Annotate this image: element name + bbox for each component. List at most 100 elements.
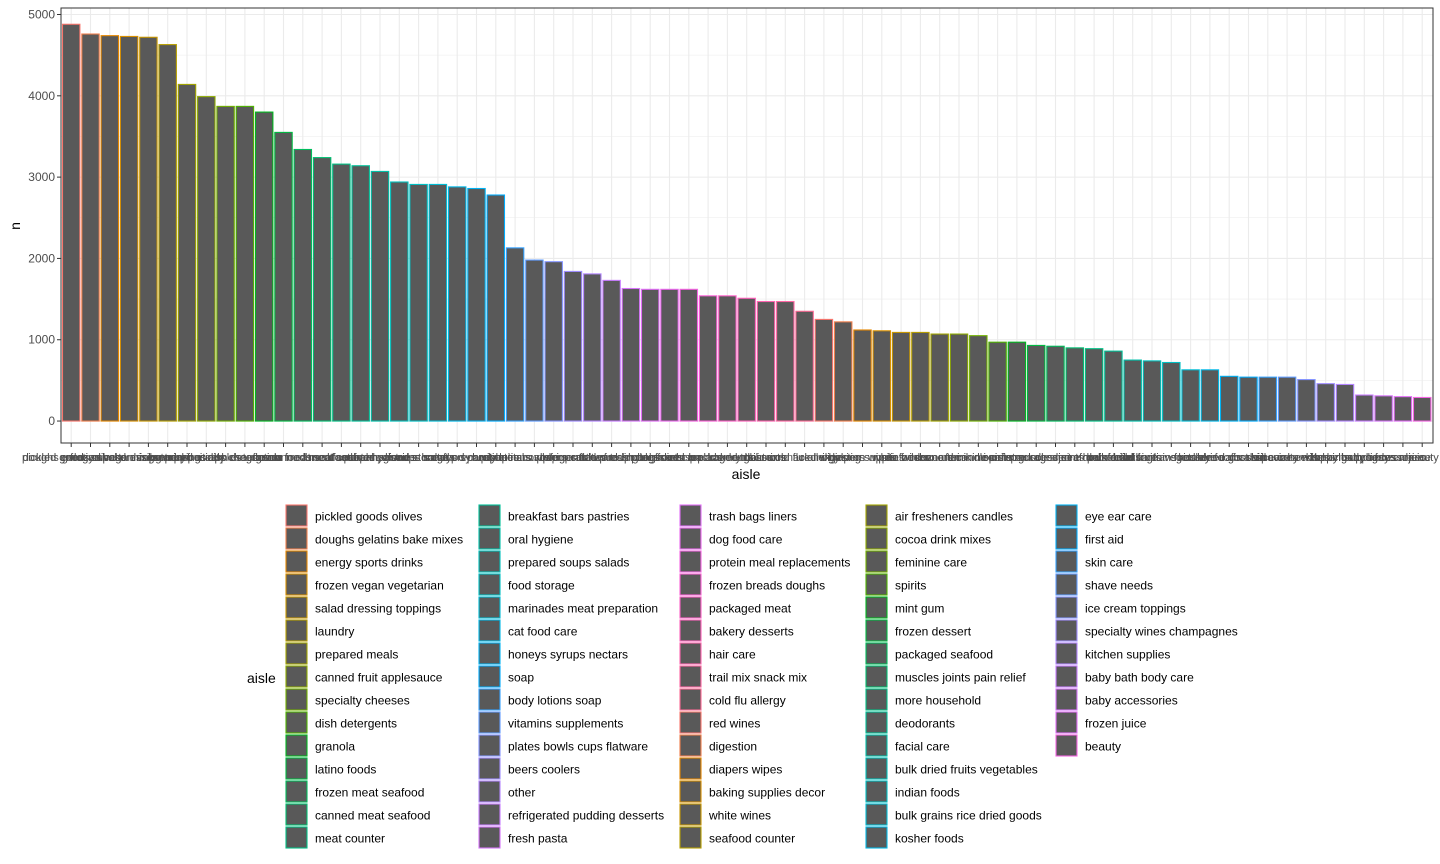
x-tick-label: specialty wines champagnes <box>1256 452 1397 464</box>
bar <box>467 187 486 422</box>
bar <box>312 157 332 422</box>
bar <box>486 194 506 422</box>
legend-label: doughs gelatins bake mixes <box>315 533 463 547</box>
bar <box>216 105 235 422</box>
legend-label: oral hygiene <box>508 533 574 547</box>
bar <box>1200 369 1220 422</box>
x-tick-label: packaged meat <box>690 452 765 464</box>
legend-label: frozen breads doughs <box>709 579 825 593</box>
legend-label: food storage <box>508 579 575 593</box>
legend-key <box>679 596 702 619</box>
bar <box>660 288 679 422</box>
legend-key <box>865 803 888 826</box>
x-tick-label: laundry <box>150 452 187 464</box>
legend-key <box>1055 688 1078 711</box>
bar <box>988 341 1007 422</box>
y-tick-label: 5000 <box>28 8 55 22</box>
legend-key <box>1055 504 1078 527</box>
x-tick-label: frozen meat seafood <box>253 452 353 464</box>
x-tick-label: dish detergents <box>207 452 283 464</box>
legend-key <box>285 826 308 849</box>
x-tick-label: other <box>580 452 605 464</box>
x-tick-label: more household <box>1055 452 1134 464</box>
y-tick-label: 3000 <box>28 170 55 184</box>
legend-key <box>865 780 888 803</box>
bar <box>776 300 795 422</box>
legend-label: prepared meals <box>315 648 398 662</box>
legend-key <box>285 573 308 596</box>
bar <box>235 105 255 422</box>
x-tick-label: beers coolers <box>540 452 607 464</box>
bar <box>1084 348 1104 422</box>
bar <box>1297 379 1316 422</box>
legend-key <box>478 619 501 642</box>
x-tick-label: muscles joints pain relief <box>1015 452 1136 464</box>
x-tick-label: indian foods <box>1142 452 1202 464</box>
legend-key <box>285 665 308 688</box>
x-tick-label: canned fruit applesauce <box>148 452 265 464</box>
legend-key <box>865 573 888 596</box>
legend-key <box>285 596 308 619</box>
legend-key <box>478 573 501 596</box>
x-tick-label: cold flu allergy <box>769 452 840 464</box>
legend-key <box>478 550 501 573</box>
legend-label: bulk grains rice dried goods <box>895 809 1042 823</box>
bar <box>1162 361 1181 422</box>
x-tick-label: packaged seafood <box>1011 452 1101 464</box>
x-tick-label: beauty <box>1406 452 1440 464</box>
bar <box>1239 376 1258 422</box>
legend-label: shave needs <box>1085 579 1153 593</box>
bar <box>1277 376 1297 422</box>
x-tick-label: red wines <box>800 452 848 464</box>
bar <box>1374 395 1393 422</box>
legend-label: protein meal replacements <box>709 556 850 570</box>
legend-label: dish detergents <box>315 717 397 731</box>
x-tick-label: pickled goods olives <box>22 452 121 464</box>
legend-key <box>679 665 702 688</box>
legend-label: cocoa drink mixes <box>895 533 991 547</box>
legend-key <box>285 780 308 803</box>
bar <box>833 321 853 422</box>
x-tick-label: specialty cheeses <box>182 452 269 464</box>
bar <box>158 44 177 422</box>
legend-label: frozen juice <box>1085 717 1147 731</box>
legend-label: kosher foods <box>895 832 964 846</box>
bar <box>1393 396 1413 422</box>
legend-key <box>1055 550 1078 573</box>
legend-title: aisle <box>247 670 276 686</box>
bar <box>544 261 563 422</box>
bar <box>274 131 293 422</box>
x-tick-label: baby accessories <box>1341 452 1426 464</box>
legend-label: first aid <box>1085 533 1124 547</box>
legend-label: mint gum <box>895 602 944 616</box>
legend-key <box>1055 596 1078 619</box>
legend-label: fresh pasta <box>508 832 568 846</box>
x-tick-label: body lotions soap <box>472 452 558 464</box>
bar <box>1065 347 1085 422</box>
bar <box>1181 369 1200 422</box>
legend-key <box>285 642 308 665</box>
y-tick-label: 2000 <box>28 251 55 265</box>
legend-key <box>865 711 888 734</box>
legend-key <box>1055 573 1078 596</box>
legend-label: refrigerated pudding desserts <box>508 809 664 823</box>
legend-label: bulk dried fruits vegetables <box>895 763 1038 777</box>
x-tick-label: diapers wipes <box>829 452 897 464</box>
legend-key <box>679 688 702 711</box>
legend-key <box>285 619 308 642</box>
bar <box>795 310 814 422</box>
legend-label: kitchen supplies <box>1085 648 1170 662</box>
legend-label: granola <box>315 740 355 754</box>
bar <box>1026 344 1046 422</box>
legend-label: diapers wipes <box>709 763 782 777</box>
legend-label: breakfast bars pastries <box>508 510 629 524</box>
x-tick-label: feminine care <box>945 452 1011 464</box>
legend-label: specialty wines champagnes <box>1085 625 1238 639</box>
x-tick-label: skin care <box>1246 452 1290 464</box>
y-axis-title: n <box>7 222 23 230</box>
legend-label: deodorants <box>895 717 955 731</box>
legend-key <box>285 550 308 573</box>
bar <box>814 318 834 422</box>
bar <box>139 36 158 422</box>
